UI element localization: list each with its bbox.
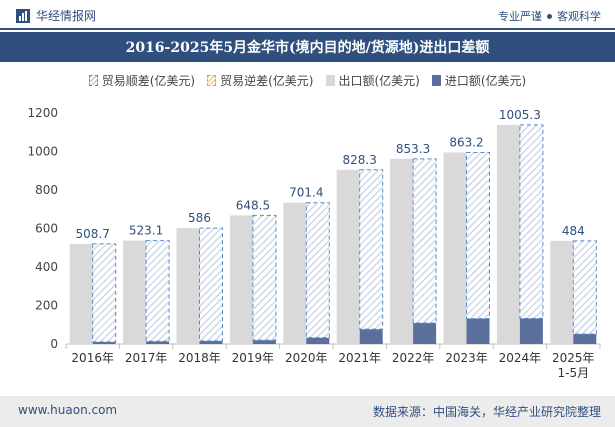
- legend-label-import: 进口额(亿美元): [444, 74, 527, 88]
- legend: 贸易顺差(亿美元) 贸易逆差(亿美元) 出口额(亿美元) 进口额(亿美元): [0, 72, 615, 89]
- data-label-surplus: 853.3: [396, 142, 430, 156]
- bar-import: [466, 318, 490, 344]
- bar-import: [413, 323, 437, 344]
- slogan-right: 客观科学: [557, 10, 601, 23]
- y-tick-label: 200: [35, 299, 58, 313]
- bar-import: [92, 341, 116, 344]
- data-label-surplus: 701.4: [289, 186, 323, 200]
- legend-swatch-surplus: [88, 75, 98, 86]
- legend-item-surplus[interactable]: 贸易顺差(亿美元): [88, 72, 196, 89]
- legend-label-surplus: 贸易顺差(亿美元): [101, 74, 196, 88]
- data-label-surplus: 1005.3: [499, 108, 541, 122]
- x-tick-label: 2019年: [232, 351, 275, 365]
- slogan-dot-icon: [547, 13, 552, 19]
- data-label-surplus: 863.2: [449, 135, 483, 149]
- y-tick-label: 1200: [27, 106, 58, 120]
- bar-export: [390, 158, 414, 344]
- bar-import: [519, 318, 543, 344]
- bar-export: [443, 152, 467, 344]
- data-label-surplus: 828.3: [343, 153, 377, 167]
- legend-swatch-deficit: [207, 75, 217, 86]
- data-label-surplus: 523.1: [129, 224, 163, 238]
- legend-swatch-import: [431, 75, 441, 86]
- bar-import: [252, 340, 276, 344]
- data-label-surplus: 508.7: [76, 227, 110, 241]
- brand[interactable]: 华经情报网: [16, 7, 96, 24]
- legend-item-export[interactable]: 出口额(亿美元): [325, 72, 420, 89]
- bar-trade-surplus: [305, 202, 330, 339]
- bar-export: [550, 240, 574, 344]
- x-tick-label: 2024年: [499, 351, 542, 365]
- bar-trade-surplus: [466, 151, 490, 320]
- slogan: 专业严谨 客观科学: [498, 8, 601, 24]
- legend-item-import[interactable]: 进口额(亿美元): [431, 72, 527, 89]
- y-tick-label: 600: [35, 222, 58, 236]
- x-tick-label: 2016年: [71, 351, 114, 365]
- bar-trade-surplus: [252, 214, 277, 341]
- data-label-surplus: 484: [562, 224, 585, 238]
- bar-trade-surplus: [145, 240, 170, 342]
- x-tick-label: 2020年: [285, 351, 328, 365]
- y-tick-label: 1000: [27, 145, 58, 159]
- data-label-surplus: 648.5: [236, 198, 270, 212]
- bar-trade-surplus: [572, 240, 597, 335]
- bar-import: [573, 333, 597, 344]
- bar-trade-surplus: [519, 124, 544, 319]
- slogan-left: 专业严谨: [498, 10, 542, 23]
- y-tick-label: 800: [35, 183, 58, 197]
- bar-export: [283, 202, 307, 344]
- bar-trade-surplus: [92, 243, 117, 343]
- chart-title: 2016-2025年5月金华市(境内目的地/货源地)进出口差额: [125, 40, 490, 56]
- bar-export: [69, 243, 93, 344]
- legend-label-deficit: 贸易逆差(亿美元): [220, 74, 314, 88]
- x-tick-label: 2022年: [392, 351, 435, 365]
- footer-source: 数据来源：中国海关，华经产业研究院整理: [372, 405, 601, 419]
- bar-import: [359, 329, 383, 344]
- bar-import: [199, 340, 223, 344]
- x-tick-label: 2018年: [178, 351, 221, 365]
- x-tick-label: 2021年: [338, 351, 381, 365]
- y-tick-label: 0: [50, 337, 58, 351]
- bar-trade-surplus: [412, 158, 437, 324]
- bar-trade-surplus: [359, 169, 384, 330]
- brand-name: 华经情报网: [36, 9, 97, 23]
- bar-export: [176, 228, 200, 344]
- bar-export: [229, 215, 253, 344]
- bar-import: [146, 341, 170, 344]
- bar-import: [306, 337, 330, 344]
- x-tick-label: 2023年: [445, 351, 488, 365]
- legend-swatch-export: [325, 75, 335, 86]
- top-bar: 华经情报网 专业严谨 客观科学: [0, 0, 615, 30]
- brand-logo-icon: [16, 8, 30, 23]
- bar-export: [496, 124, 520, 344]
- chart-title-bar: 2016-2025年5月金华市(境内目的地/货源地)进出口差额: [0, 32, 615, 62]
- bar-export: [123, 240, 147, 344]
- footer: www.huaon.com 数据来源：中国海关，华经产业研究院整理: [0, 396, 615, 427]
- bar-trade-surplus: [199, 227, 223, 342]
- bar-export: [336, 169, 360, 344]
- chart-plot: 0 200 400 600 800 1000 1200 2016年 2017年 2018年 2019…: [27, 106, 601, 380]
- data-label-surplus: 586: [188, 211, 211, 225]
- legend-item-deficit[interactable]: 贸易逆差(亿美元): [207, 72, 314, 89]
- x-tick-label: 2017年: [125, 351, 168, 365]
- legend-label-export: 出口额(亿美元): [338, 74, 420, 88]
- footer-website[interactable]: www.huaon.com: [18, 403, 118, 417]
- x-tick-label: 2025年 1-5月: [552, 351, 595, 380]
- y-tick-label: 400: [35, 260, 58, 274]
